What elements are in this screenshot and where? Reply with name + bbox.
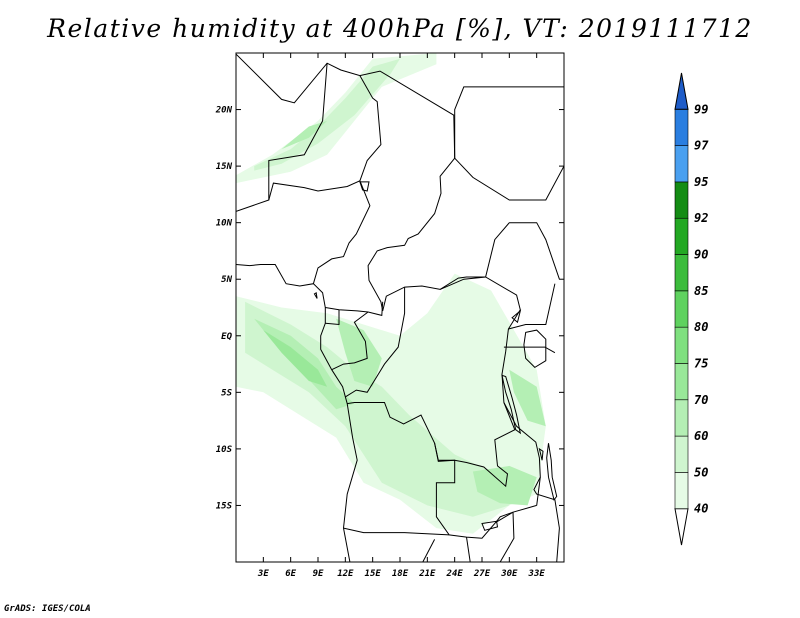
lat-tick-label: 10S [216,445,233,455]
country-border-line [331,311,369,371]
colorbar-segment [674,326,689,364]
lon-tick-label: 6E [285,569,296,579]
country-border-line [495,511,514,523]
lake-outline [511,309,522,324]
colorbar-segment [674,472,689,509]
lon-tick-label: 18E [392,569,409,579]
humidity-shading [236,53,546,534]
country-border-line [536,477,541,506]
colorbar-level-label: 95 [694,175,708,189]
colorbar-level-label: 50 [694,465,708,479]
country-border-line [236,53,521,488]
lon-tick-label: 12E [337,569,354,579]
lat-tick-label: 5S [221,388,232,398]
colorbar: 40 50 60 70 75 80 85 90 92 95 97 99 [674,72,709,546]
country-border-line [325,301,384,317]
lat-tick-label: 20N [215,106,233,116]
colorbar-level-label: 75 [694,356,708,370]
lake-outline [481,520,499,531]
colorbar-segment [674,290,689,328]
country-border-line [343,527,450,536]
colorbar-segment [674,181,689,219]
country-border-line [236,264,358,562]
colorbar-level-label: 70 [694,393,708,407]
axis-ticks: 20N 15N 10N 5N EQ 5S 10S 15S 3E 6E 9E 12E 15E 18E 21E 2… [215,53,564,579]
humidity-region-sahel-band-inner [281,120,328,150]
country-border-line [345,287,406,398]
lake-outline [538,447,544,461]
country-border-line [439,222,560,290]
country-border-line [236,63,328,212]
lake-outline [313,291,318,299]
country-borders [236,53,564,562]
colorbar-segment [674,435,689,473]
colorbar-segment [674,217,689,255]
country-border-line [454,86,564,159]
country-border-line [508,283,556,330]
lake-outline [523,329,547,369]
country-border-line [503,402,560,562]
country-border-line [422,539,436,562]
lake-outline [501,374,522,435]
lat-tick-label: EQ [221,332,232,342]
country-border-line [268,180,371,284]
humidity-region-coast-core-2 [263,330,328,387]
country-border-line [359,75,382,181]
colorbar-segment [674,109,689,146]
colorbar-segment [674,399,689,437]
colorbar-level-label: 97 [694,139,709,153]
colorbar-level-label: 90 [694,248,708,262]
lat-tick-label: 15S [216,501,233,511]
lat-tick-label: 10N [216,219,233,229]
country-border-line [466,537,471,562]
colorbar-segment [674,508,689,546]
colorbar-level-label: 60 [694,429,708,443]
lon-tick-label: 3E [257,569,269,579]
humidity-region-congo-core [336,318,382,387]
colorbar-level-label: 85 [694,284,708,298]
lon-tick-label: 21E [418,569,436,579]
country-border-line [434,443,537,539]
country-border-line [454,157,564,201]
lon-tick-label: 9E [313,569,324,579]
lake-outline [359,181,370,192]
colorbar-level-label: 99 [694,102,708,116]
lon-tick-label: 30E [500,569,518,579]
lon-tick-label: 33E [528,569,546,579]
lon-tick-label: 24E [446,569,464,579]
lat-tick-label: 15N [216,162,233,172]
map-title: Relative humidity at 400hPa [%], VT: 201… [47,14,753,43]
country-border-line [503,346,556,354]
lake-outline [546,443,558,501]
colorbar-segment [674,254,689,292]
lon-tick-label: 15E [365,569,382,579]
humidity-region-sahel-band-core [254,58,400,171]
colorbar-level-label: 92 [694,211,708,225]
grads-credit: GrADS: IGES/COLA [4,604,91,614]
country-border-line [499,512,515,562]
colorbar-level-label: 40 [694,502,708,516]
lon-tick-label: 27E [473,569,491,579]
country-border-line [325,309,340,326]
colorbar-segment [674,72,689,110]
colorbar-level-label: 80 [694,320,708,334]
colorbar-segment [674,363,689,401]
humidity-region-east-core [509,369,546,427]
lat-tick-label: 5N [221,275,232,285]
colorbar-segment [674,145,689,183]
